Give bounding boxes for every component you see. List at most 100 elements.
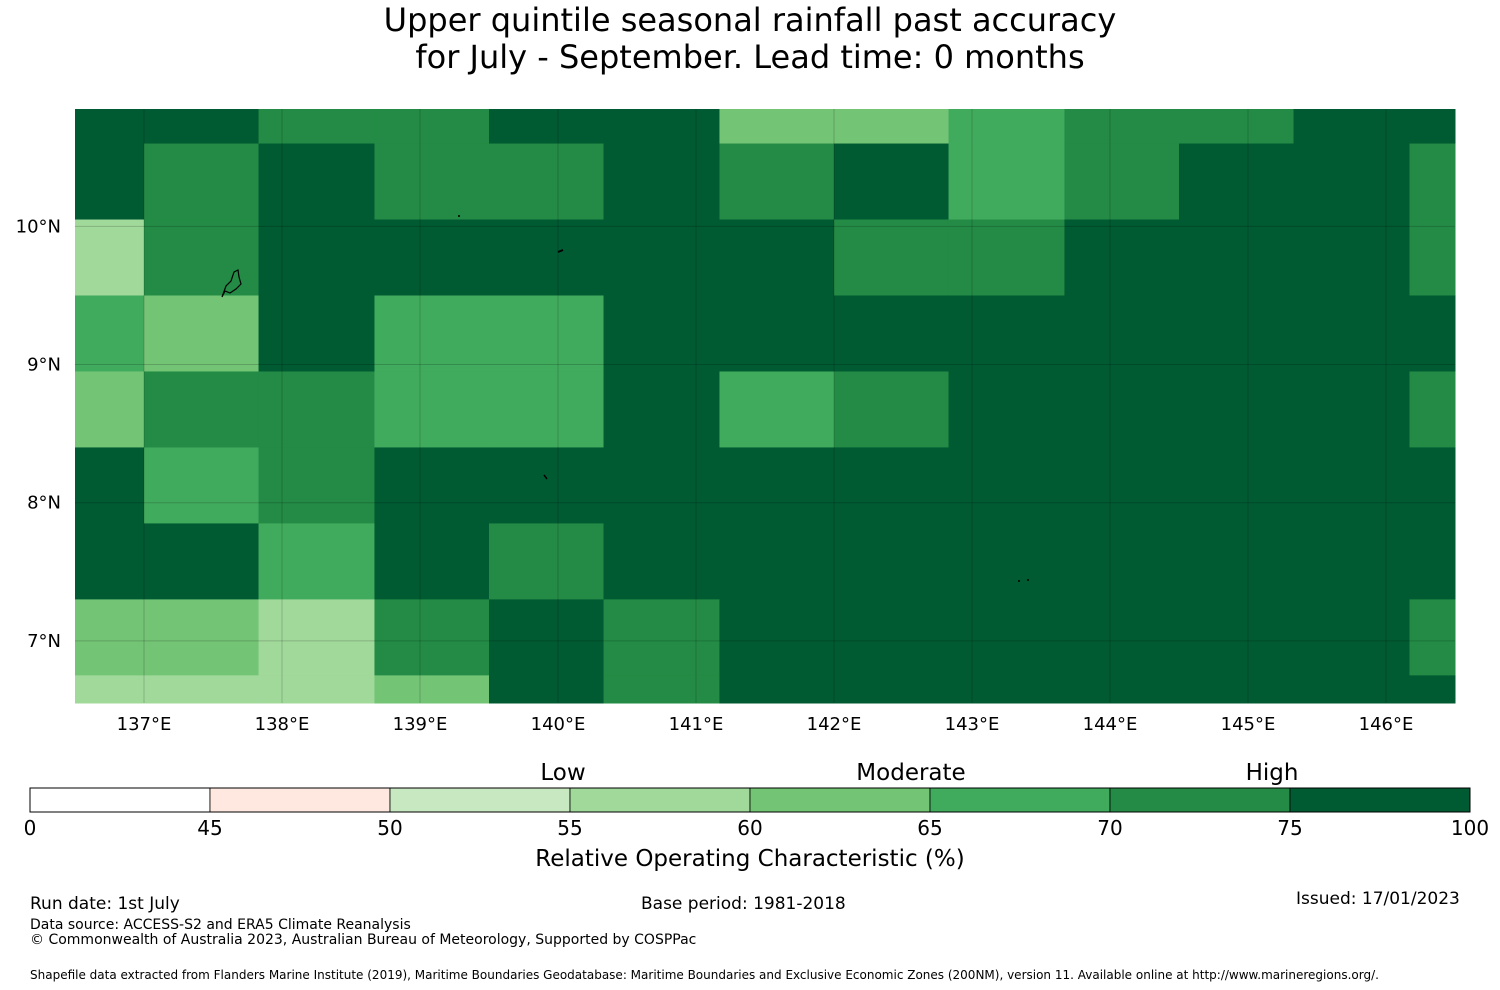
heatmap-cell [374, 143, 490, 221]
island-outline [458, 215, 460, 217]
gridlines [75, 109, 1455, 703]
heatmap-cell [1409, 109, 1456, 145]
heatmap-cell [1409, 295, 1456, 372]
heatmap-cell [719, 675, 835, 704]
heatmap-cell [144, 143, 260, 221]
x-tick-label: 140°E [531, 714, 586, 735]
colorbar-tick-label: 65 [917, 816, 943, 840]
heatmap-cell [948, 371, 1065, 448]
island-outline [543, 474, 548, 480]
heatmap-cell [1179, 143, 1295, 221]
heatmap-cell [144, 109, 260, 145]
heatmap-cell [1293, 295, 1410, 372]
category-high: High [1245, 760, 1299, 786]
heatmap-cell [834, 523, 950, 600]
colorbar-segment [389, 787, 571, 813]
heatmap-cell [1064, 599, 1180, 676]
heatmap-cell [1409, 523, 1456, 600]
heatmap-cell [834, 599, 950, 676]
heatmap-cell [258, 599, 375, 676]
heatmap-cell [1409, 599, 1456, 676]
y-tick-label: 10°N [16, 216, 61, 237]
heatmap-cell [1293, 143, 1410, 221]
heatmap-cell [948, 599, 1065, 676]
heatmap-cell [719, 599, 835, 676]
heatmap-cell [1179, 599, 1295, 676]
heatmap-cell [489, 143, 605, 221]
y-tick-label: 7°N [27, 631, 61, 652]
heatmap-cell [1409, 219, 1456, 296]
colorbar-segment [29, 787, 211, 813]
category-low: Low [540, 760, 586, 786]
heatmap-cell [489, 675, 605, 704]
x-tick-label: 144°E [1083, 714, 1138, 735]
heatmap-cell [1179, 371, 1295, 448]
heatmap-cell [1409, 675, 1456, 704]
heatmap-cell [1409, 371, 1456, 448]
heatmap-cell [603, 219, 720, 296]
heatmap-cell [75, 447, 145, 524]
heatmap-cell [719, 143, 835, 221]
heatmap-cell [1179, 109, 1295, 145]
heatmap-cell [603, 523, 720, 600]
heatmap-cell [144, 371, 260, 448]
colorbar-segment [1289, 787, 1471, 813]
heatmap-cell [258, 523, 375, 600]
heatmap-cell [603, 447, 720, 524]
heatmap-cell [374, 599, 490, 676]
heatmap-cell [144, 523, 260, 600]
heatmap-cell [834, 219, 950, 296]
heatmap-cell [144, 675, 260, 704]
colorbar-tick-label: 50 [377, 816, 403, 840]
x-tick-label: 146°E [1359, 714, 1414, 735]
heatmap-cell [374, 371, 490, 448]
heatmap-cell [948, 219, 1065, 296]
issued-date: Issued: 17/01/2023 [1296, 889, 1460, 909]
island-outline [1027, 579, 1029, 581]
heatmap-cell [75, 599, 145, 676]
copyright: © Commonwealth of Australia 2023, Austra… [30, 932, 697, 948]
heatmap-cell [489, 219, 605, 296]
y-tick-label: 9°N [27, 355, 61, 376]
heatmap-cell [75, 219, 145, 296]
heatmap-cell [1179, 523, 1295, 600]
heatmap-cell [374, 523, 490, 600]
heatmap-cell [489, 523, 605, 600]
colorbar-segment [1109, 787, 1291, 813]
colorbar-tick-label: 75 [1277, 816, 1303, 840]
heatmap-cell [719, 447, 835, 524]
heatmap-cell [1064, 143, 1180, 221]
heatmap-cell [719, 371, 835, 448]
heatmap-cell [144, 447, 260, 524]
heatmap-cell [603, 599, 720, 676]
heatmap-cell [1179, 447, 1295, 524]
heatmap-cell [603, 109, 720, 145]
heatmap-cell [1293, 109, 1410, 145]
heatmap-cell [834, 447, 950, 524]
category-moderate: Moderate [856, 760, 966, 786]
x-tick-label: 143°E [945, 714, 1000, 735]
colorbar-label: Relative Operating Characteristic (%) [535, 846, 965, 872]
heatmap-cell [144, 219, 260, 296]
x-tick-label: 141°E [669, 714, 724, 735]
heatmap-cell [258, 295, 375, 372]
colorbar-tick-label: 0 [23, 816, 37, 840]
colorbar-segment [749, 787, 931, 813]
heatmap-cell [75, 143, 145, 221]
heatmap-cell [948, 447, 1065, 524]
heatmap-cell [1293, 219, 1410, 296]
colorbar-frame [29, 787, 1471, 813]
heatmap-cell [834, 143, 950, 221]
base-period: Base period: 1981-2018 [641, 894, 846, 914]
heatmap-cell [1293, 371, 1410, 448]
island-outline [1018, 580, 1020, 582]
heatmap-cell [1064, 447, 1180, 524]
run-date: Run date: 1st July [30, 894, 180, 914]
heatmap-cell [1064, 109, 1180, 145]
shapefile-credit: Shapefile data extracted from Flanders M… [30, 968, 1379, 982]
heatmap-cell [489, 109, 605, 145]
heatmap-cell [1409, 447, 1456, 524]
heatmap-cell [948, 675, 1065, 704]
heatmap-cell [834, 109, 950, 145]
colorbar-tick-label: 70 [1097, 816, 1123, 840]
